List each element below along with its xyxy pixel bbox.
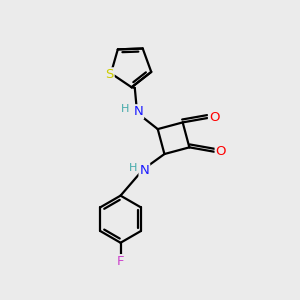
Text: F: F xyxy=(117,255,124,268)
Text: S: S xyxy=(105,68,114,81)
Text: H: H xyxy=(121,104,129,114)
Text: O: O xyxy=(216,145,226,158)
Text: N: N xyxy=(134,105,143,118)
Text: N: N xyxy=(140,164,149,177)
Text: H: H xyxy=(128,163,137,172)
Text: O: O xyxy=(209,112,219,124)
